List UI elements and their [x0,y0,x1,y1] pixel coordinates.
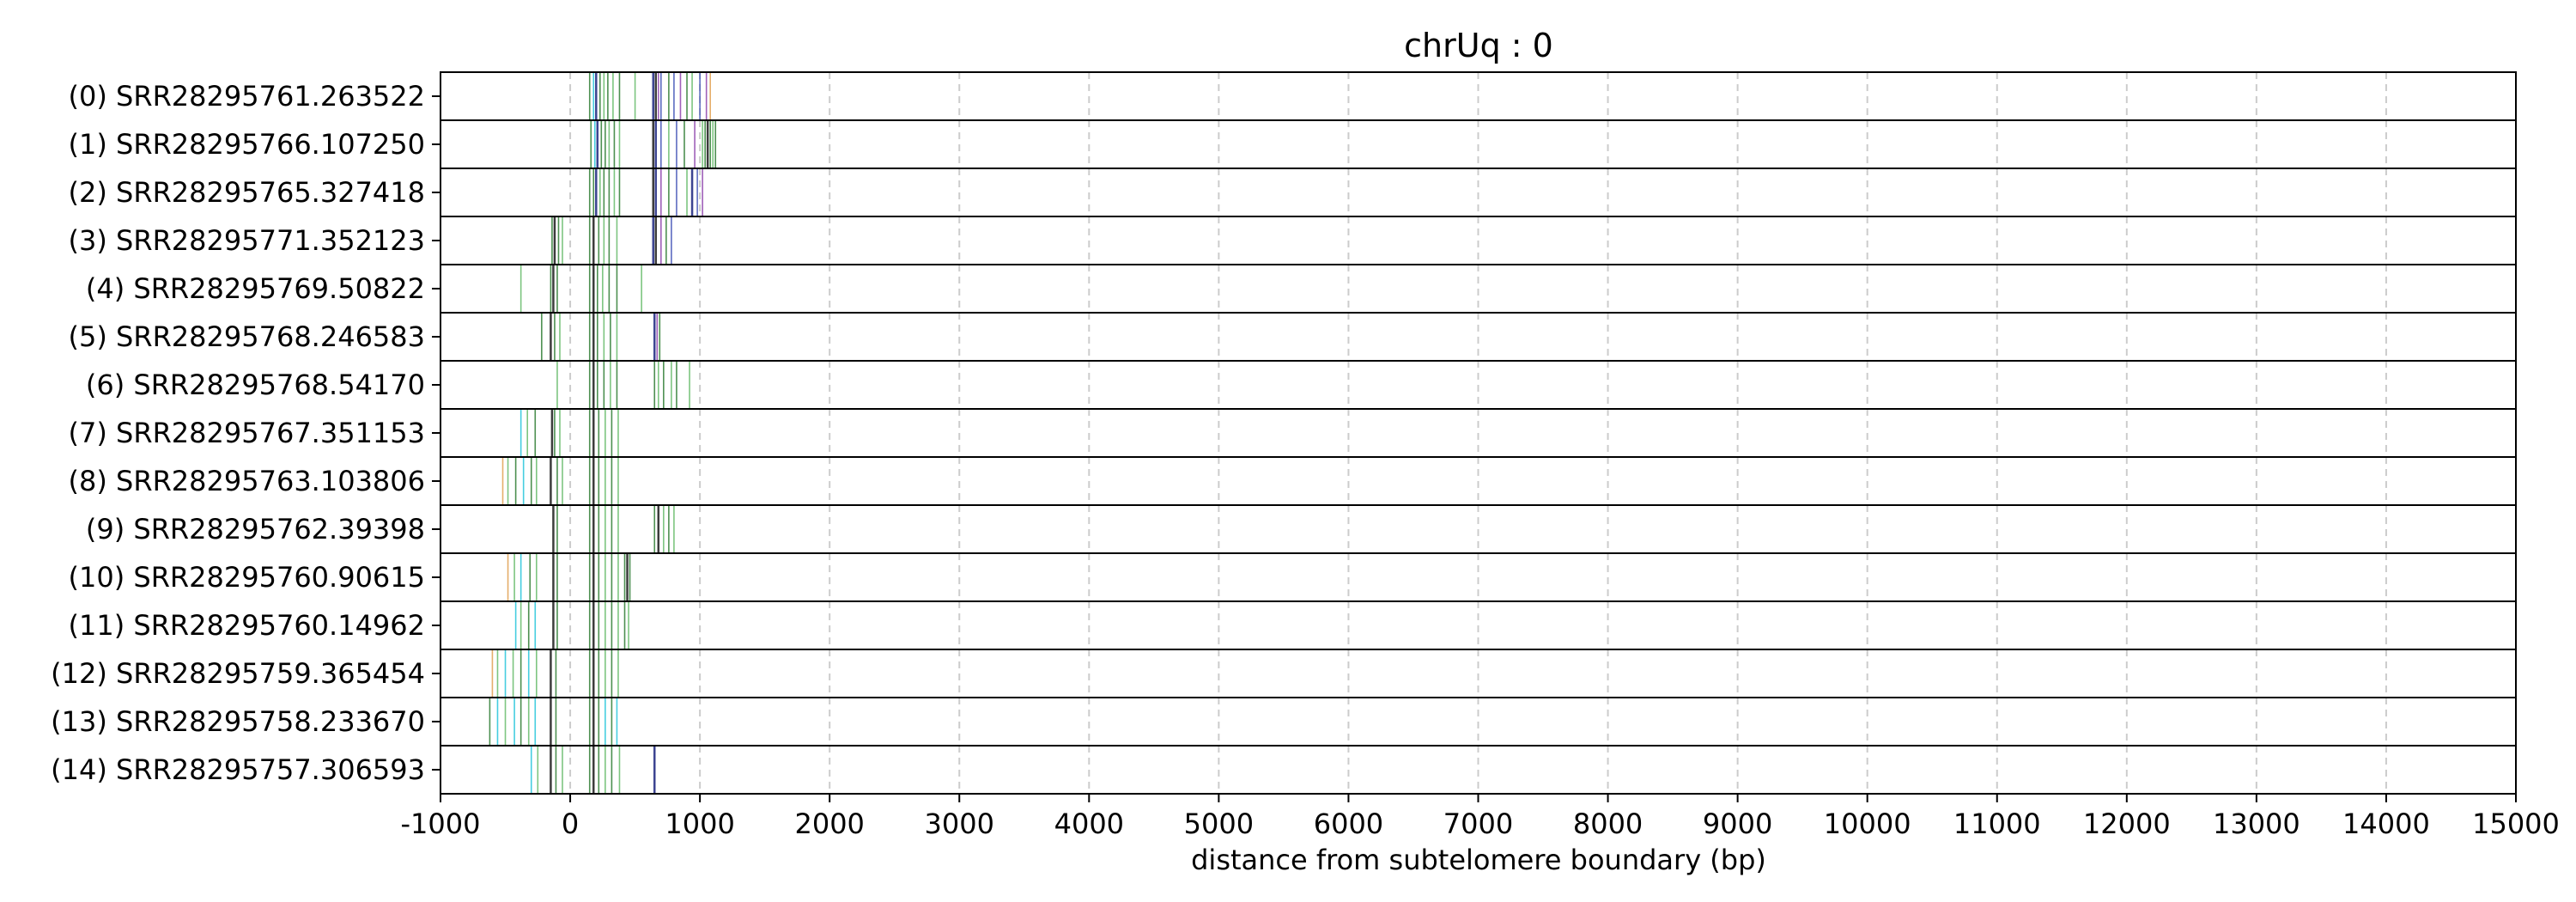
read-row: (0) SRR28295761.263522 [69,71,2517,121]
x-tick-label: 15000 [2472,808,2560,840]
x-tick-label: 12000 [2083,808,2171,840]
read-label: (14) SRR28295757.306593 [51,753,425,786]
read-label: (2) SRR28295765.327418 [69,176,425,209]
x-tick-label: 8000 [1573,808,1643,840]
x-tick-label: 6000 [1314,808,1383,840]
read-label: (11) SRR28295760.14962 [69,609,425,642]
x-tick-label: -1000 [401,808,481,840]
read-label: (0) SRR28295761.263522 [69,80,425,113]
read-row: (12) SRR28295759.365454 [51,649,2517,698]
x-axis-label: distance from subtelomere boundary (bp) [1191,844,1766,876]
read-label: (1) SRR28295766.107250 [69,128,425,161]
read-row: (7) SRR28295767.351153 [69,408,2517,458]
read-label: (12) SRR28295759.365454 [51,657,425,690]
x-tick-label: 0 [562,808,579,840]
x-tick-label: 2000 [794,808,864,840]
read-row: (11) SRR28295760.14962 [69,600,2517,650]
read-row: (3) SRR28295771.352123 [69,216,2517,265]
read-row: (10) SRR28295760.90615 [69,552,2517,602]
read-label: (3) SRR28295771.352123 [69,224,425,257]
x-tick-label: 5000 [1184,808,1254,840]
chart-title: chrUq : 0 [1404,27,1553,64]
read-row: (1) SRR28295766.107250 [69,119,2517,169]
read-label: (7) SRR28295767.351153 [69,417,425,449]
x-tick-label: 4000 [1054,808,1124,840]
grid-lines [569,72,2387,794]
x-tick-label: 10000 [1824,808,1911,840]
read-label: (9) SRR28295762.39398 [86,513,425,545]
read-label: (10) SRR28295760.90615 [69,561,425,594]
read-row: (8) SRR28295763.103806 [69,456,2517,506]
x-tick-label: 13000 [2213,808,2300,840]
read-label: (13) SRR28295758.233670 [51,705,425,738]
x-tick-label: 7000 [1443,808,1513,840]
read-label: (4) SRR28295769.50822 [86,272,425,305]
read-rows: (0) SRR28295761.263522 (1) SRR28295766.10… [51,71,2517,795]
read-row: (6) SRR28295768.54170 [86,360,2517,410]
read-row: (9) SRR28295762.39398 [86,504,2517,554]
x-tick-label: 9000 [1703,808,1772,840]
read-row: (14) SRR28295757.306593 [51,745,2517,795]
read-row: (4) SRR28295769.50822 [86,264,2517,314]
read-label: (5) SRR28295768.246583 [69,320,425,353]
x-tick-label: 14000 [2342,808,2430,840]
x-tick-label: 1000 [665,808,734,840]
read-label: (8) SRR28295763.103806 [69,465,425,497]
read-row: (2) SRR28295765.327418 [69,168,2517,217]
read-row: (13) SRR28295758.233670 [51,697,2517,747]
x-axis: -1000 0 1000 2000 3000 4000 5000 6000 7000 8000 90… [401,794,2560,840]
read-row: (5) SRR28295768.246583 [69,312,2517,362]
x-tick-label: 11000 [1953,808,2041,840]
x-tick-label: 3000 [925,808,994,840]
read-label: (6) SRR28295768.54170 [86,369,425,401]
